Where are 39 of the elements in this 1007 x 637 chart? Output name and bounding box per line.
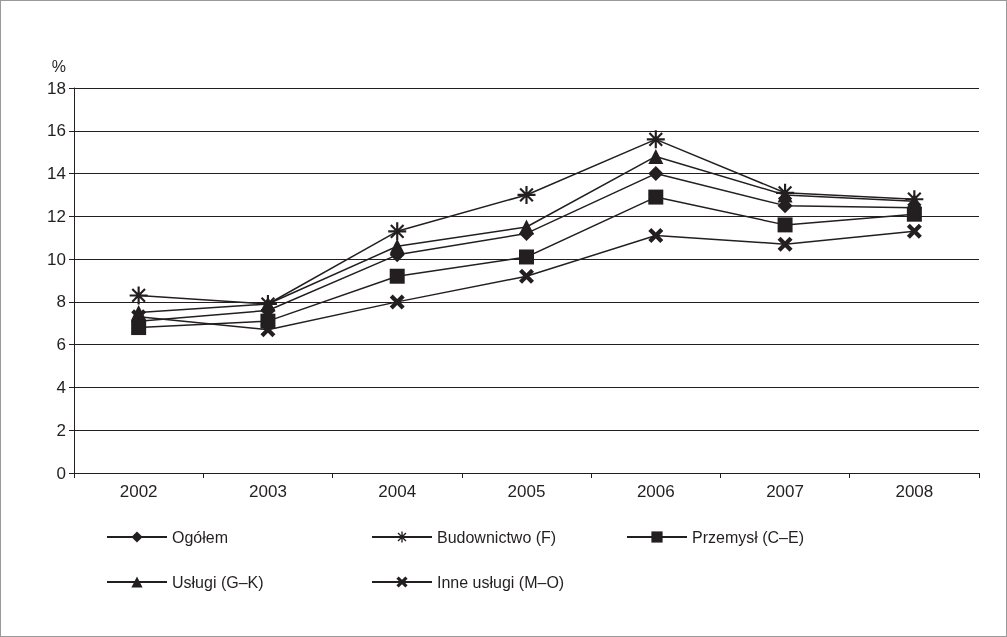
point [519, 249, 534, 265]
point [519, 219, 534, 235]
point [389, 294, 405, 310]
x-tick-label: 2006 [636, 482, 675, 501]
y-tick-label: 12 [47, 206, 66, 226]
point [260, 322, 276, 338]
y-tick-label: 6 [56, 335, 66, 355]
x-tick-label: 2004 [378, 482, 417, 501]
y-tick-label: 4 [56, 377, 66, 397]
x-tick-label: 2008 [895, 482, 934, 501]
y-tick-label: 14 [47, 164, 66, 184]
y-tick-label: 0 [56, 463, 66, 483]
point [648, 148, 664, 164]
point [389, 268, 405, 284]
x-tick-label: 2005 [507, 482, 546, 501]
legend-label: Przemysł (C–E) [692, 528, 805, 546]
y-tick-label: 8 [56, 292, 66, 312]
legend-label: Ogółem [172, 528, 229, 546]
y-tick-label: 16 [47, 121, 66, 141]
point [648, 189, 664, 205]
point [389, 238, 405, 254]
y-axis-title: % [51, 57, 66, 75]
point [648, 228, 664, 244]
legend-label: Usługi (G–K) [172, 573, 264, 591]
x-tick-label: 2002 [119, 482, 158, 501]
legend-label: Inne usługi (M–O) [437, 573, 565, 591]
y-tick-label: 18 [47, 78, 66, 98]
point [777, 217, 793, 233]
point [519, 268, 534, 284]
point [648, 166, 664, 182]
point [906, 223, 922, 239]
x-tick-label: 2007 [766, 482, 804, 501]
x-tick-label: 2003 [249, 482, 287, 501]
point [517, 185, 536, 204]
point [777, 236, 793, 252]
point [777, 187, 793, 203]
y-tick-label: 2 [56, 420, 66, 440]
legend-label: Budownictwo (F) [437, 528, 557, 546]
y-tick-label: 10 [47, 249, 66, 269]
